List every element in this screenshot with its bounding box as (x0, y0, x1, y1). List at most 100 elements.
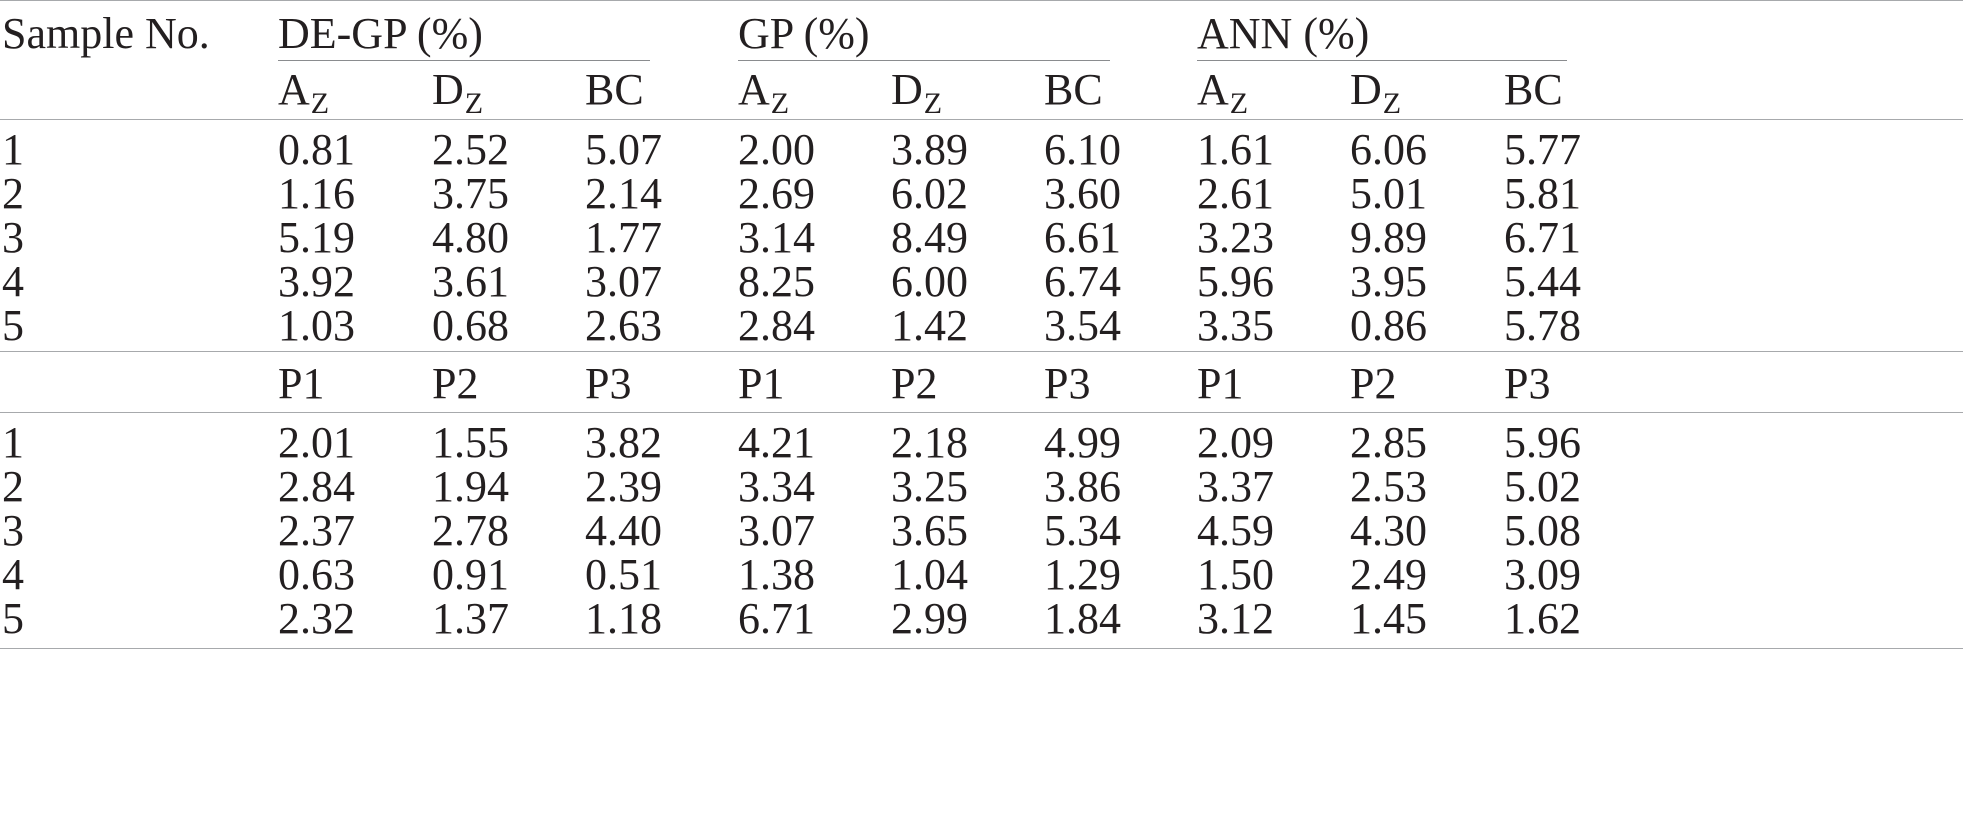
table-cell: 5.08 (1504, 506, 1581, 555)
table-cell: 1.55 (432, 418, 509, 467)
column-header: P3 (1504, 359, 1551, 408)
table-cell: 2.69 (738, 169, 815, 218)
table-cell: 3.95 (1350, 257, 1427, 306)
table-cell: 6.00 (891, 257, 968, 306)
table-cell: 2.18 (891, 418, 968, 467)
column-header-main: BC (585, 65, 644, 114)
table-cell: 2.78 (432, 506, 509, 555)
table-cell: 3.12 (1197, 594, 1274, 643)
table-cell: 2.14 (585, 169, 662, 218)
column-header: P1 (278, 359, 325, 408)
table-cell: 5.19 (278, 213, 355, 262)
table-cell: 0.68 (432, 301, 509, 350)
table-cell: 1.04 (891, 550, 968, 599)
group-rule-ann (1197, 60, 1567, 61)
table-cell: 3.25 (891, 462, 968, 511)
table-cell: 4.21 (738, 418, 815, 467)
table-cell: 1.61 (1197, 125, 1274, 174)
column-header: AZ (738, 68, 790, 121)
column-header-subscript: Z (464, 87, 484, 120)
table-cell: 2.53 (1350, 462, 1427, 511)
table-cell: 1.16 (278, 169, 355, 218)
column-header-subscript: Z (1382, 87, 1402, 120)
table-cell: 3.92 (278, 257, 355, 306)
table-cell: 2.01 (278, 418, 355, 467)
table-cell: 5.44 (1504, 257, 1581, 306)
table-cell: 2.37 (278, 506, 355, 555)
sample-number: 5 (2, 301, 24, 350)
table-cell: 3.07 (738, 506, 815, 555)
table-cell: 1.62 (1504, 594, 1581, 643)
table-cell: 3.54 (1044, 301, 1121, 350)
table-cell: 2.99 (891, 594, 968, 643)
section-divider-rule (0, 351, 1963, 352)
table-cell: 3.35 (1197, 301, 1274, 350)
table-cell: 2.39 (585, 462, 662, 511)
sample-number: 1 (2, 125, 24, 174)
table-cell: 1.42 (891, 301, 968, 350)
table-cell: 3.60 (1044, 169, 1121, 218)
column-header: DZ (432, 68, 484, 121)
column-header-subscript: Z (1229, 87, 1249, 120)
table-cell: 4.40 (585, 506, 662, 555)
table-cell: 4.80 (432, 213, 509, 262)
sample-no-header: Sample No. (2, 9, 210, 58)
column-header: BC (585, 68, 644, 112)
table-cell: 2.09 (1197, 418, 1274, 467)
column-header-subscript: Z (770, 87, 790, 120)
column-header-subscript: Z (923, 87, 943, 120)
table-cell: 4.99 (1044, 418, 1121, 467)
table-cell: 4.59 (1197, 506, 1274, 555)
table-cell: 2.85 (1350, 418, 1427, 467)
table-cell: 6.10 (1044, 125, 1121, 174)
column-header-main: A (1197, 65, 1229, 114)
table-cell: 1.29 (1044, 550, 1121, 599)
column-header: P3 (585, 359, 632, 408)
column-header-main: D (1350, 65, 1382, 114)
table-cell: 2.52 (432, 125, 509, 174)
table-cell: 8.49 (891, 213, 968, 262)
column-header: DZ (891, 68, 943, 121)
table-cell: 1.84 (1044, 594, 1121, 643)
table-cell: 6.61 (1044, 213, 1121, 262)
sample-number: 2 (2, 169, 24, 218)
table-cell: 5.34 (1044, 506, 1121, 555)
table-cell: 0.81 (278, 125, 355, 174)
sample-number: 3 (2, 213, 24, 262)
sample-number: 2 (2, 462, 24, 511)
table-cell: 0.86 (1350, 301, 1427, 350)
table-cell: 1.77 (585, 213, 662, 262)
table-cell: 6.06 (1350, 125, 1427, 174)
table-cell: 5.78 (1504, 301, 1581, 350)
table-cell: 6.74 (1044, 257, 1121, 306)
table-cell: 3.07 (585, 257, 662, 306)
column-header-main: A (278, 65, 310, 114)
table-bottom-rule (0, 648, 1963, 649)
table-cell: 9.89 (1350, 213, 1427, 262)
table-cell: 3.82 (585, 418, 662, 467)
column-header: P1 (1197, 359, 1244, 408)
table-cell: 3.37 (1197, 462, 1274, 511)
table-cell: 1.45 (1350, 594, 1427, 643)
column-header: AZ (278, 65, 329, 121)
table-cell: 6.71 (738, 594, 815, 643)
table-cell: 3.09 (1504, 550, 1581, 599)
table-cell: 5.96 (1197, 257, 1274, 306)
table-cell: 1.38 (738, 550, 815, 599)
table-cell: 2.61 (1197, 169, 1274, 218)
table-cell: 2.32 (278, 594, 355, 643)
sample-number: 4 (2, 257, 24, 306)
table-top-rule (0, 0, 1963, 1)
table-cell: 3.75 (432, 169, 509, 218)
column-header: BC (1044, 68, 1103, 112)
column-header: P2 (891, 359, 938, 408)
table-cell: 2.84 (738, 301, 815, 350)
table-cell: 0.63 (278, 550, 355, 599)
column-header: P2 (432, 359, 479, 408)
table-cell: 3.23 (1197, 213, 1274, 262)
table-cell: 0.91 (432, 550, 509, 599)
table-cell: 3.14 (738, 213, 815, 262)
table-cell: 3.61 (432, 257, 509, 306)
table-cell: 5.81 (1504, 169, 1581, 218)
